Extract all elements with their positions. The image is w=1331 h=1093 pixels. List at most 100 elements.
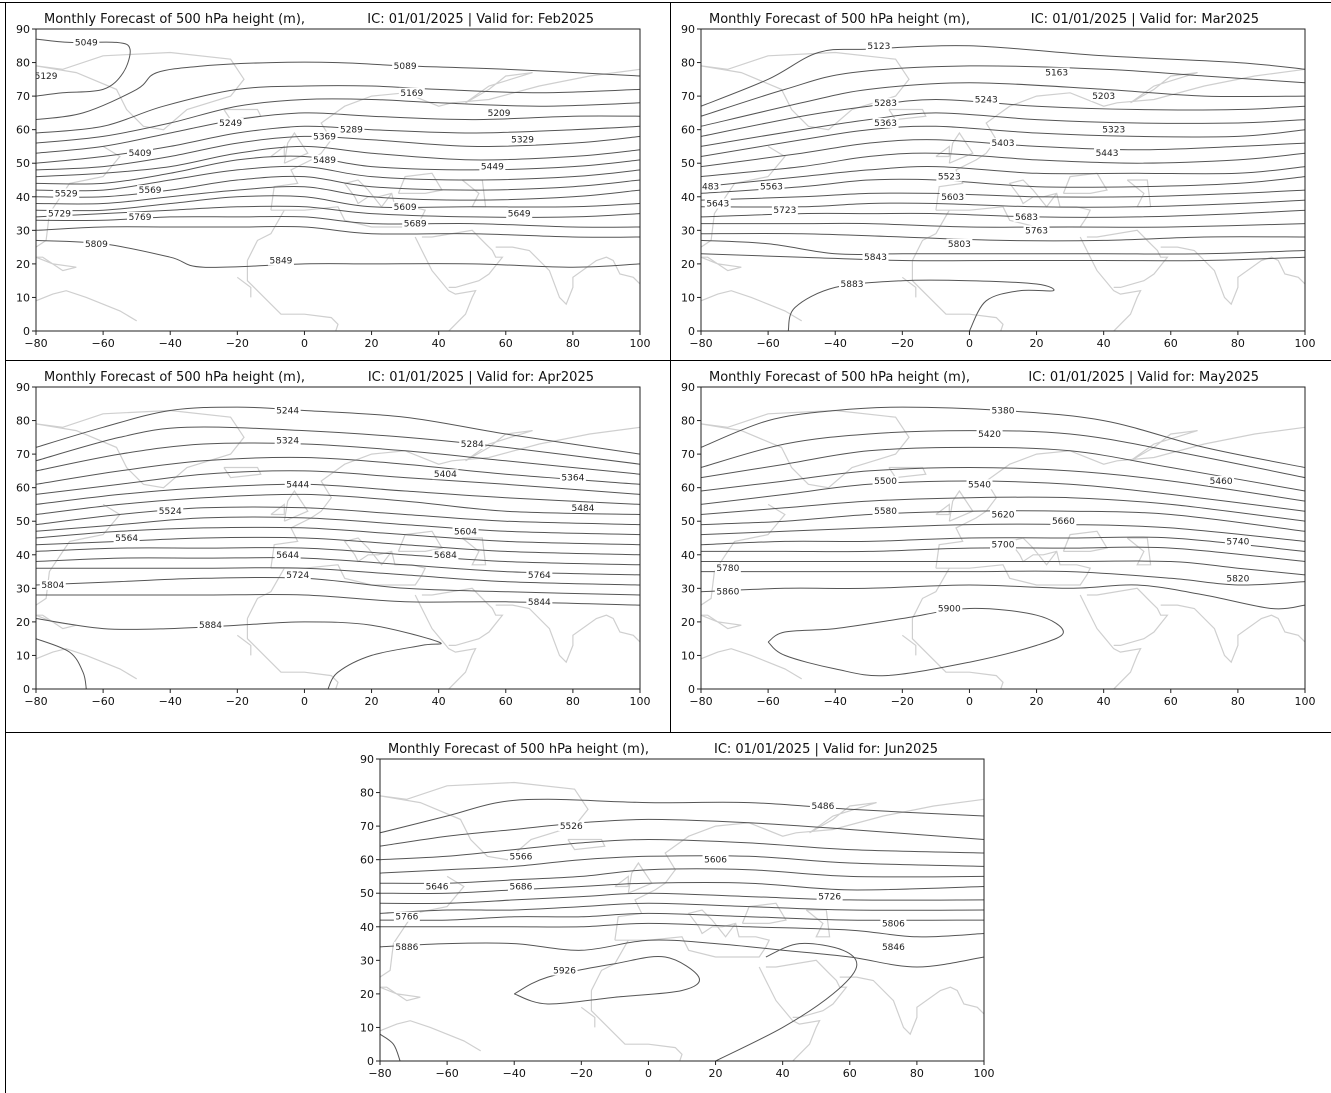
contour-label-bg [392, 201, 419, 212]
x-tick-label: 60 [499, 337, 513, 350]
contour-label-bg [880, 918, 907, 929]
coastline [948, 131, 974, 164]
chart-title-right: IC: 01/01/2025 | Valid for: Jun2025 [714, 742, 938, 757]
coastline [580, 1006, 596, 1028]
contour-line [715, 942, 858, 1061]
y-tick-label: 50 [681, 515, 695, 528]
contour-label: 5123 [867, 42, 890, 52]
contour-line [701, 239, 1305, 256]
y-tick-label: 30 [681, 582, 695, 595]
coastline [839, 976, 984, 1036]
contour-label-bg [936, 171, 963, 182]
contour-label-bg [990, 509, 1016, 520]
coastline [901, 634, 917, 656]
contour-label: 5684 [434, 551, 457, 561]
contour-label-bg [39, 579, 66, 590]
x-tick-label: 100 [1295, 695, 1316, 708]
contour-label: 5569 [139, 186, 162, 196]
contour-label: 5844 [528, 598, 551, 608]
coastline [1130, 72, 1198, 104]
y-tick-label: 10 [681, 291, 695, 304]
contour-label: 5526 [560, 822, 583, 832]
coastline [1126, 179, 1152, 208]
contour-label-bg [704, 198, 731, 209]
x-tick-label: −80 [368, 1067, 391, 1080]
y-tick-label: 60 [360, 854, 374, 867]
coastline [1086, 587, 1169, 646]
chart-svg: 5380 5420 5460 5500 5540 5580 5620 5660 5700 5740… [681, 370, 1316, 708]
contour-label: 5926 [553, 966, 576, 976]
contour-label: 5644 [276, 551, 299, 561]
coastline [614, 909, 771, 958]
contour-line [767, 607, 1064, 677]
contour-label-bg [939, 191, 966, 202]
contour-label-bg [452, 526, 479, 537]
y-tick-label: 30 [16, 224, 30, 237]
contour-label-bg [526, 569, 553, 580]
contour-label: 5244 [276, 406, 299, 416]
contour-label: 5606 [704, 856, 727, 866]
contour-label: 5444 [286, 480, 309, 490]
contour-label-bg [771, 205, 798, 216]
chart-title-left: Monthly Forecast of 500 hPa height (m), [44, 12, 305, 27]
contour-label-bg [809, 800, 836, 811]
contour-line [701, 406, 1305, 468]
contour-label: 5523 [938, 173, 961, 183]
coastline [270, 503, 285, 516]
contour-label-bg [1050, 516, 1077, 527]
coastline [911, 618, 1004, 689]
coastline [283, 489, 309, 522]
contour-label-bg [267, 255, 294, 266]
contour-label-bg [402, 218, 429, 229]
coastline [701, 614, 742, 630]
y-tick-label: 50 [16, 157, 30, 170]
contour-label-bg [816, 891, 843, 902]
chart-title-right: IC: 01/01/2025 | Valid for: Feb2025 [367, 12, 594, 27]
y-tick-label: 20 [16, 258, 30, 271]
divider-row-1 [5, 360, 1331, 361]
x-tick-label: 100 [974, 1067, 995, 1080]
contour-line [36, 165, 640, 192]
chart-title-left: Monthly Forecast of 500 hPa height (m), [44, 370, 305, 385]
coastline [380, 986, 421, 1002]
contour-label-bg [127, 148, 154, 159]
contour-label-bg [507, 881, 534, 892]
contour-label: 5843 [864, 253, 887, 263]
y-tick-label: 90 [360, 753, 374, 766]
coastline [36, 145, 121, 248]
contour-label: 5529 [55, 189, 78, 199]
y-tick-label: 10 [16, 649, 30, 662]
x-tick-label: 100 [630, 695, 651, 708]
x-tick-label: −60 [92, 695, 115, 708]
chart-title-left: Monthly Forecast of 500 hPa height (m), [709, 12, 970, 27]
contour-label: 5780 [716, 564, 739, 574]
x-tick-label: 20 [709, 1067, 723, 1080]
y-tick-label: 0 [23, 325, 30, 338]
x-tick-label: −20 [226, 337, 249, 350]
contour-label-bg [311, 154, 338, 165]
contour-label-bg [872, 117, 899, 128]
contour-line [36, 567, 640, 586]
contour-line [701, 560, 1305, 576]
coastline [397, 172, 443, 194]
x-tick-label: 40 [776, 1067, 790, 1080]
chart-panel-mar: 5123 5163 5203 5243 5283 5323 5363 5403 5443 5483… [671, 4, 1331, 360]
contour-line [701, 209, 1305, 218]
contour-label: 5329 [511, 136, 534, 146]
x-tick-label: 60 [499, 695, 513, 708]
contour-line [36, 456, 640, 485]
coastline [270, 426, 640, 569]
x-tick-label: 20 [365, 337, 379, 350]
contour-line [701, 430, 1305, 479]
x-tick-label: 100 [1295, 337, 1316, 350]
contour-label-bg [569, 502, 596, 513]
x-tick-label: 80 [566, 337, 580, 350]
y-tick-label: 70 [681, 448, 695, 461]
contour-label-bg [137, 185, 164, 196]
coastline [1160, 246, 1305, 306]
contour-label-bg [1094, 148, 1121, 159]
contour-line [36, 526, 640, 546]
contour-label: 5500 [874, 477, 897, 487]
contour-label: 5723 [773, 206, 796, 216]
contour-label-bg [393, 911, 420, 922]
